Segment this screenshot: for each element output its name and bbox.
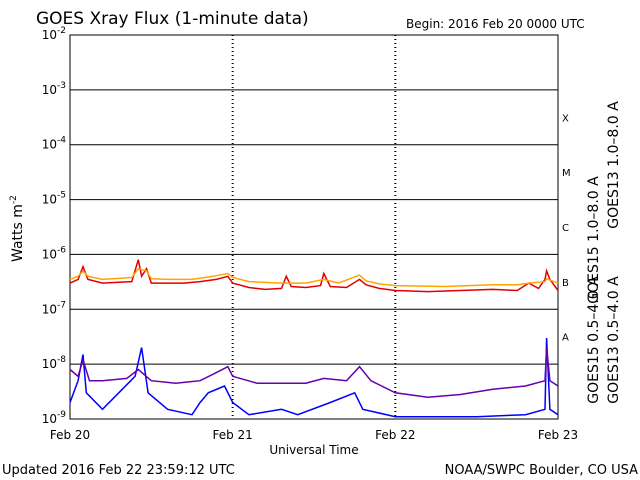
legend-goes15-short: GOES15 0.5–4.0 A — [586, 276, 602, 404]
x-tick-label: Feb 22 — [375, 428, 415, 442]
y-tick-label: 10-7 — [42, 300, 66, 316]
x-axis-label: Universal Time — [269, 443, 358, 457]
flare-class-labels: X M C B A — [562, 113, 571, 343]
plot-frame — [69, 34, 559, 420]
y-tick-base: 10 — [42, 412, 57, 426]
grid-lines — [70, 34, 558, 420]
y-tick-label: 10-3 — [42, 81, 66, 97]
series-line-1 — [69, 267, 559, 288]
updated-timestamp: Updated 2016 Feb 22 23:59:12 UTC — [2, 463, 235, 478]
y-tick-exp: -6 — [57, 245, 66, 255]
flare-class-label: C — [562, 223, 569, 234]
flare-class-label: M — [562, 168, 571, 179]
x-tick-label: Feb 20 — [50, 428, 90, 442]
y-tick-label: 10-4 — [42, 136, 67, 152]
flare-class-label: X — [562, 113, 569, 124]
y-tick-base: 10 — [42, 302, 57, 316]
begin-label: Begin: 2016 Feb 20 0000 UTC — [406, 17, 585, 31]
y-axis-label-base: Watts m — [10, 204, 26, 262]
y-axis-label-exp: -2 — [9, 195, 19, 204]
y-tick-exp: -7 — [57, 300, 66, 310]
legend-goes13-long: GOES13 1.0–8.0 A — [606, 101, 622, 229]
x-tick-label: Feb 23 — [538, 428, 578, 442]
credit-text: NOAA/SWPC Boulder, CO USA — [445, 463, 638, 478]
legend-goes15-long: GOES15 1.0–8.0 A — [586, 176, 602, 304]
y-tick-base: 10 — [42, 247, 57, 261]
y-tick-label: 10-8 — [42, 355, 67, 371]
y-tick-exp: -2 — [57, 26, 66, 36]
y-tick-base: 10 — [42, 28, 57, 42]
y-tick-base: 10 — [42, 83, 57, 97]
chart-title: GOES Xray Flux (1-minute data) — [36, 9, 309, 29]
flare-class-label: A — [562, 333, 569, 344]
y-tick-exp: -9 — [57, 410, 66, 420]
y-tick-label: 10-6 — [42, 245, 67, 261]
series-line-0 — [69, 259, 559, 293]
y-tick-label: 10-2 — [42, 26, 66, 42]
y-tick-label: 10-9 — [42, 410, 67, 426]
data-series — [69, 259, 559, 418]
y-tick-exp: -5 — [57, 191, 66, 201]
flare-class-label: B — [562, 278, 569, 289]
series-line-3 — [69, 347, 559, 398]
y-tick-label: 10-5 — [42, 191, 66, 207]
y-axis-label: Watts m-2 — [9, 195, 26, 262]
legend-goes13-short: GOES13 0.5–4.0 A — [606, 276, 622, 404]
series-line-2 — [69, 337, 559, 418]
y-tick-base: 10 — [42, 357, 57, 371]
y-tick-base: 10 — [42, 138, 57, 152]
y-tick-exp: -8 — [57, 355, 66, 365]
x-tick-label: Feb 21 — [212, 428, 252, 442]
y-axis-ticks: 10-210-310-410-510-610-710-810-9 — [42, 26, 67, 426]
y-tick-base: 10 — [42, 193, 57, 207]
y-tick-exp: -3 — [57, 81, 66, 91]
y-tick-exp: -4 — [57, 136, 66, 146]
x-axis-ticks: Feb 20 Feb 21 Feb 22 Feb 23 — [50, 428, 578, 442]
